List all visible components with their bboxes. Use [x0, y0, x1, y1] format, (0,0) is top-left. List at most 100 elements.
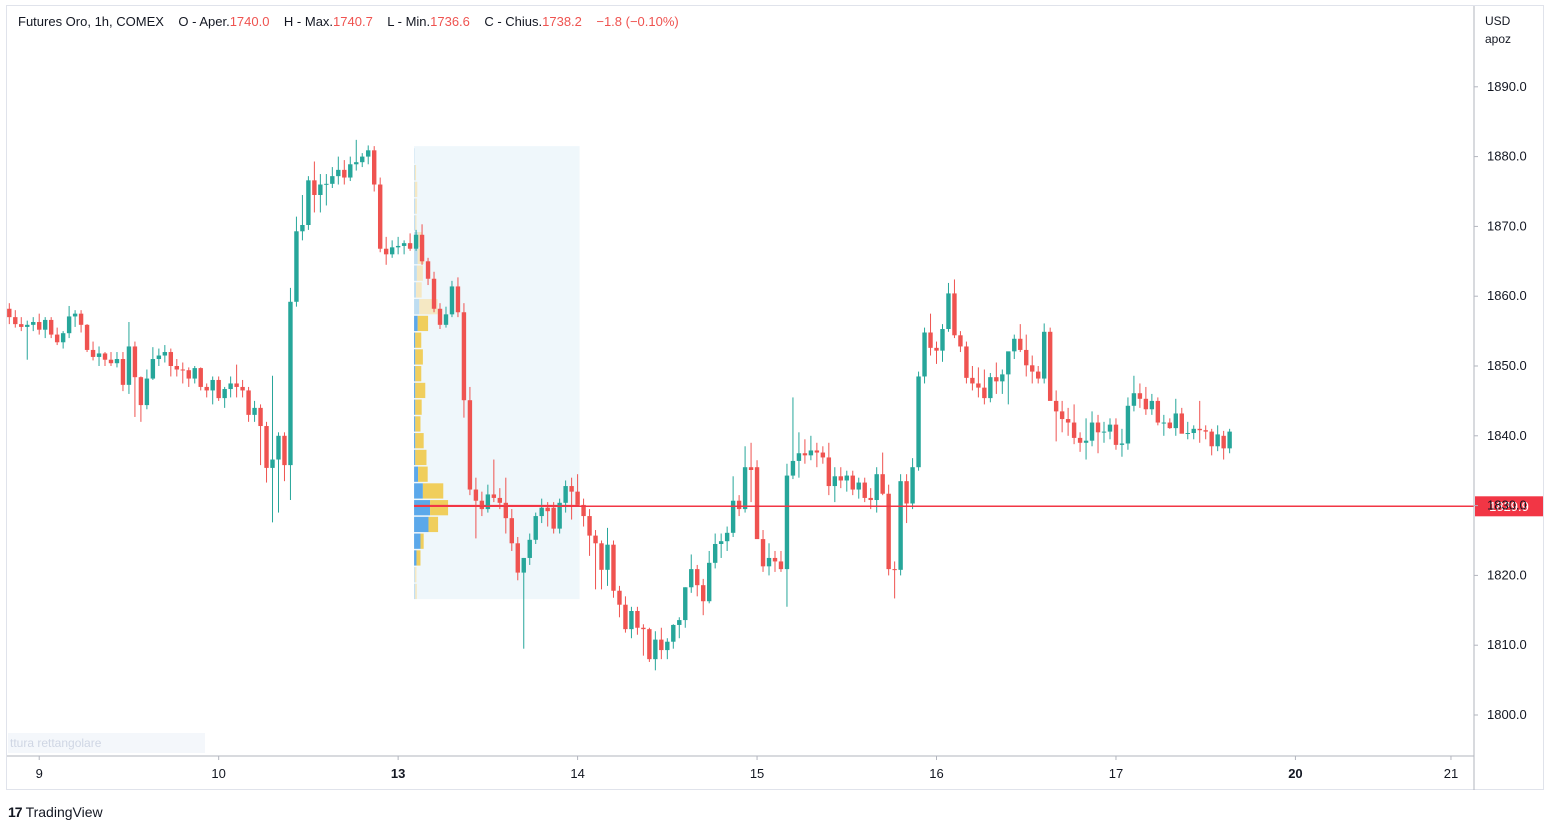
candle — [904, 474, 909, 524]
candle — [1137, 383, 1143, 408]
chart-frame — [6, 5, 1544, 790]
candle — [605, 527, 610, 586]
candle-body — [551, 507, 556, 529]
candle — [126, 322, 132, 394]
candle — [1215, 425, 1220, 452]
candle-body — [473, 489, 479, 501]
candle — [748, 442, 754, 503]
candle — [1203, 425, 1208, 440]
volume-profile-up-bar — [414, 215, 416, 231]
candle-body — [1041, 331, 1047, 379]
candle-body — [515, 543, 520, 573]
candle — [647, 627, 652, 662]
candle — [1119, 428, 1125, 457]
candle-body — [138, 377, 144, 406]
candle — [7, 303, 12, 325]
candle-body — [856, 482, 861, 490]
candle-body — [952, 293, 957, 336]
candle-body — [706, 562, 712, 602]
candle — [37, 313, 42, 335]
candle-body — [282, 435, 287, 466]
volume-profile-down-bar — [415, 215, 417, 231]
candle — [1095, 414, 1101, 454]
candle-body — [790, 460, 796, 476]
candle — [521, 557, 526, 649]
candle — [689, 554, 694, 593]
candle-body — [796, 453, 802, 461]
candle-body — [880, 474, 885, 494]
candle-body — [60, 333, 66, 343]
candle — [677, 617, 682, 639]
candle — [880, 452, 885, 496]
x-tick-label: 15 — [750, 766, 764, 781]
candle — [1191, 425, 1196, 440]
candle-body — [808, 450, 814, 456]
candle-body — [120, 359, 126, 385]
candle-body — [342, 169, 347, 178]
candle — [557, 498, 562, 534]
candle — [413, 229, 419, 251]
candle-body — [766, 557, 772, 567]
candle — [270, 375, 275, 523]
candle-body — [1006, 351, 1011, 375]
price-axis-currency[interactable]: USD apoz — [1485, 12, 1511, 48]
volume-profile-up-bar — [414, 533, 421, 549]
candle — [928, 313, 933, 356]
open-value: 1740.0 — [229, 14, 270, 29]
candle — [383, 236, 389, 265]
volume-profile-down-bar — [414, 165, 417, 181]
candle — [42, 317, 48, 339]
candle — [395, 236, 401, 255]
candle — [718, 533, 724, 558]
candle — [318, 174, 323, 213]
candle — [240, 379, 245, 398]
candle-body — [695, 569, 700, 586]
candle-body — [575, 491, 580, 505]
candle-body — [204, 386, 209, 391]
candle — [623, 596, 628, 633]
close-value: 1738.2 — [542, 14, 582, 29]
price-marker-layer: 1829.9 — [414, 496, 1543, 517]
y-tick-label: 1880.0 — [1487, 149, 1527, 164]
candle — [820, 446, 826, 464]
volume-profile-up-bar — [414, 466, 419, 482]
candle-body — [84, 324, 90, 350]
candle-body — [443, 314, 449, 325]
axes-layer: 1800.0 1810.0 1820.0 1830.0 1840.0 1850.0 1860… — [7, 6, 1527, 790]
candle — [1047, 327, 1053, 401]
candle — [443, 306, 449, 328]
volume-profile-up-bar — [414, 433, 416, 449]
candle-body — [389, 247, 395, 255]
candle-body — [156, 355, 162, 360]
candle — [1227, 428, 1232, 454]
candle-body — [348, 164, 353, 178]
candle-body — [108, 359, 114, 364]
range-box-layer — [414, 146, 580, 600]
candle — [1125, 397, 1131, 450]
candle-body — [1191, 428, 1196, 434]
candle — [222, 386, 227, 408]
candle — [695, 564, 700, 597]
candle-body — [37, 322, 42, 330]
y-tick-label: 1810.0 — [1487, 637, 1527, 652]
candle-body — [1113, 424, 1119, 445]
candle — [671, 624, 676, 649]
candle — [431, 271, 437, 313]
candle — [168, 348, 174, 377]
candle-body — [569, 486, 574, 492]
tradingview-logo[interactable]: 17 TradingView — [8, 804, 103, 820]
candle — [563, 480, 568, 513]
volume-profile-down-bar — [415, 198, 417, 214]
candle — [1089, 411, 1095, 447]
candle-body — [252, 407, 257, 415]
candle-body — [599, 543, 604, 570]
candle-body — [1012, 338, 1017, 352]
candle-body — [467, 400, 473, 490]
candle-body — [318, 184, 323, 195]
candle — [1053, 390, 1059, 442]
candle-body — [222, 389, 227, 399]
candle — [533, 512, 538, 544]
candle-body — [605, 544, 610, 570]
volume-profile-up-bar — [414, 382, 416, 399]
